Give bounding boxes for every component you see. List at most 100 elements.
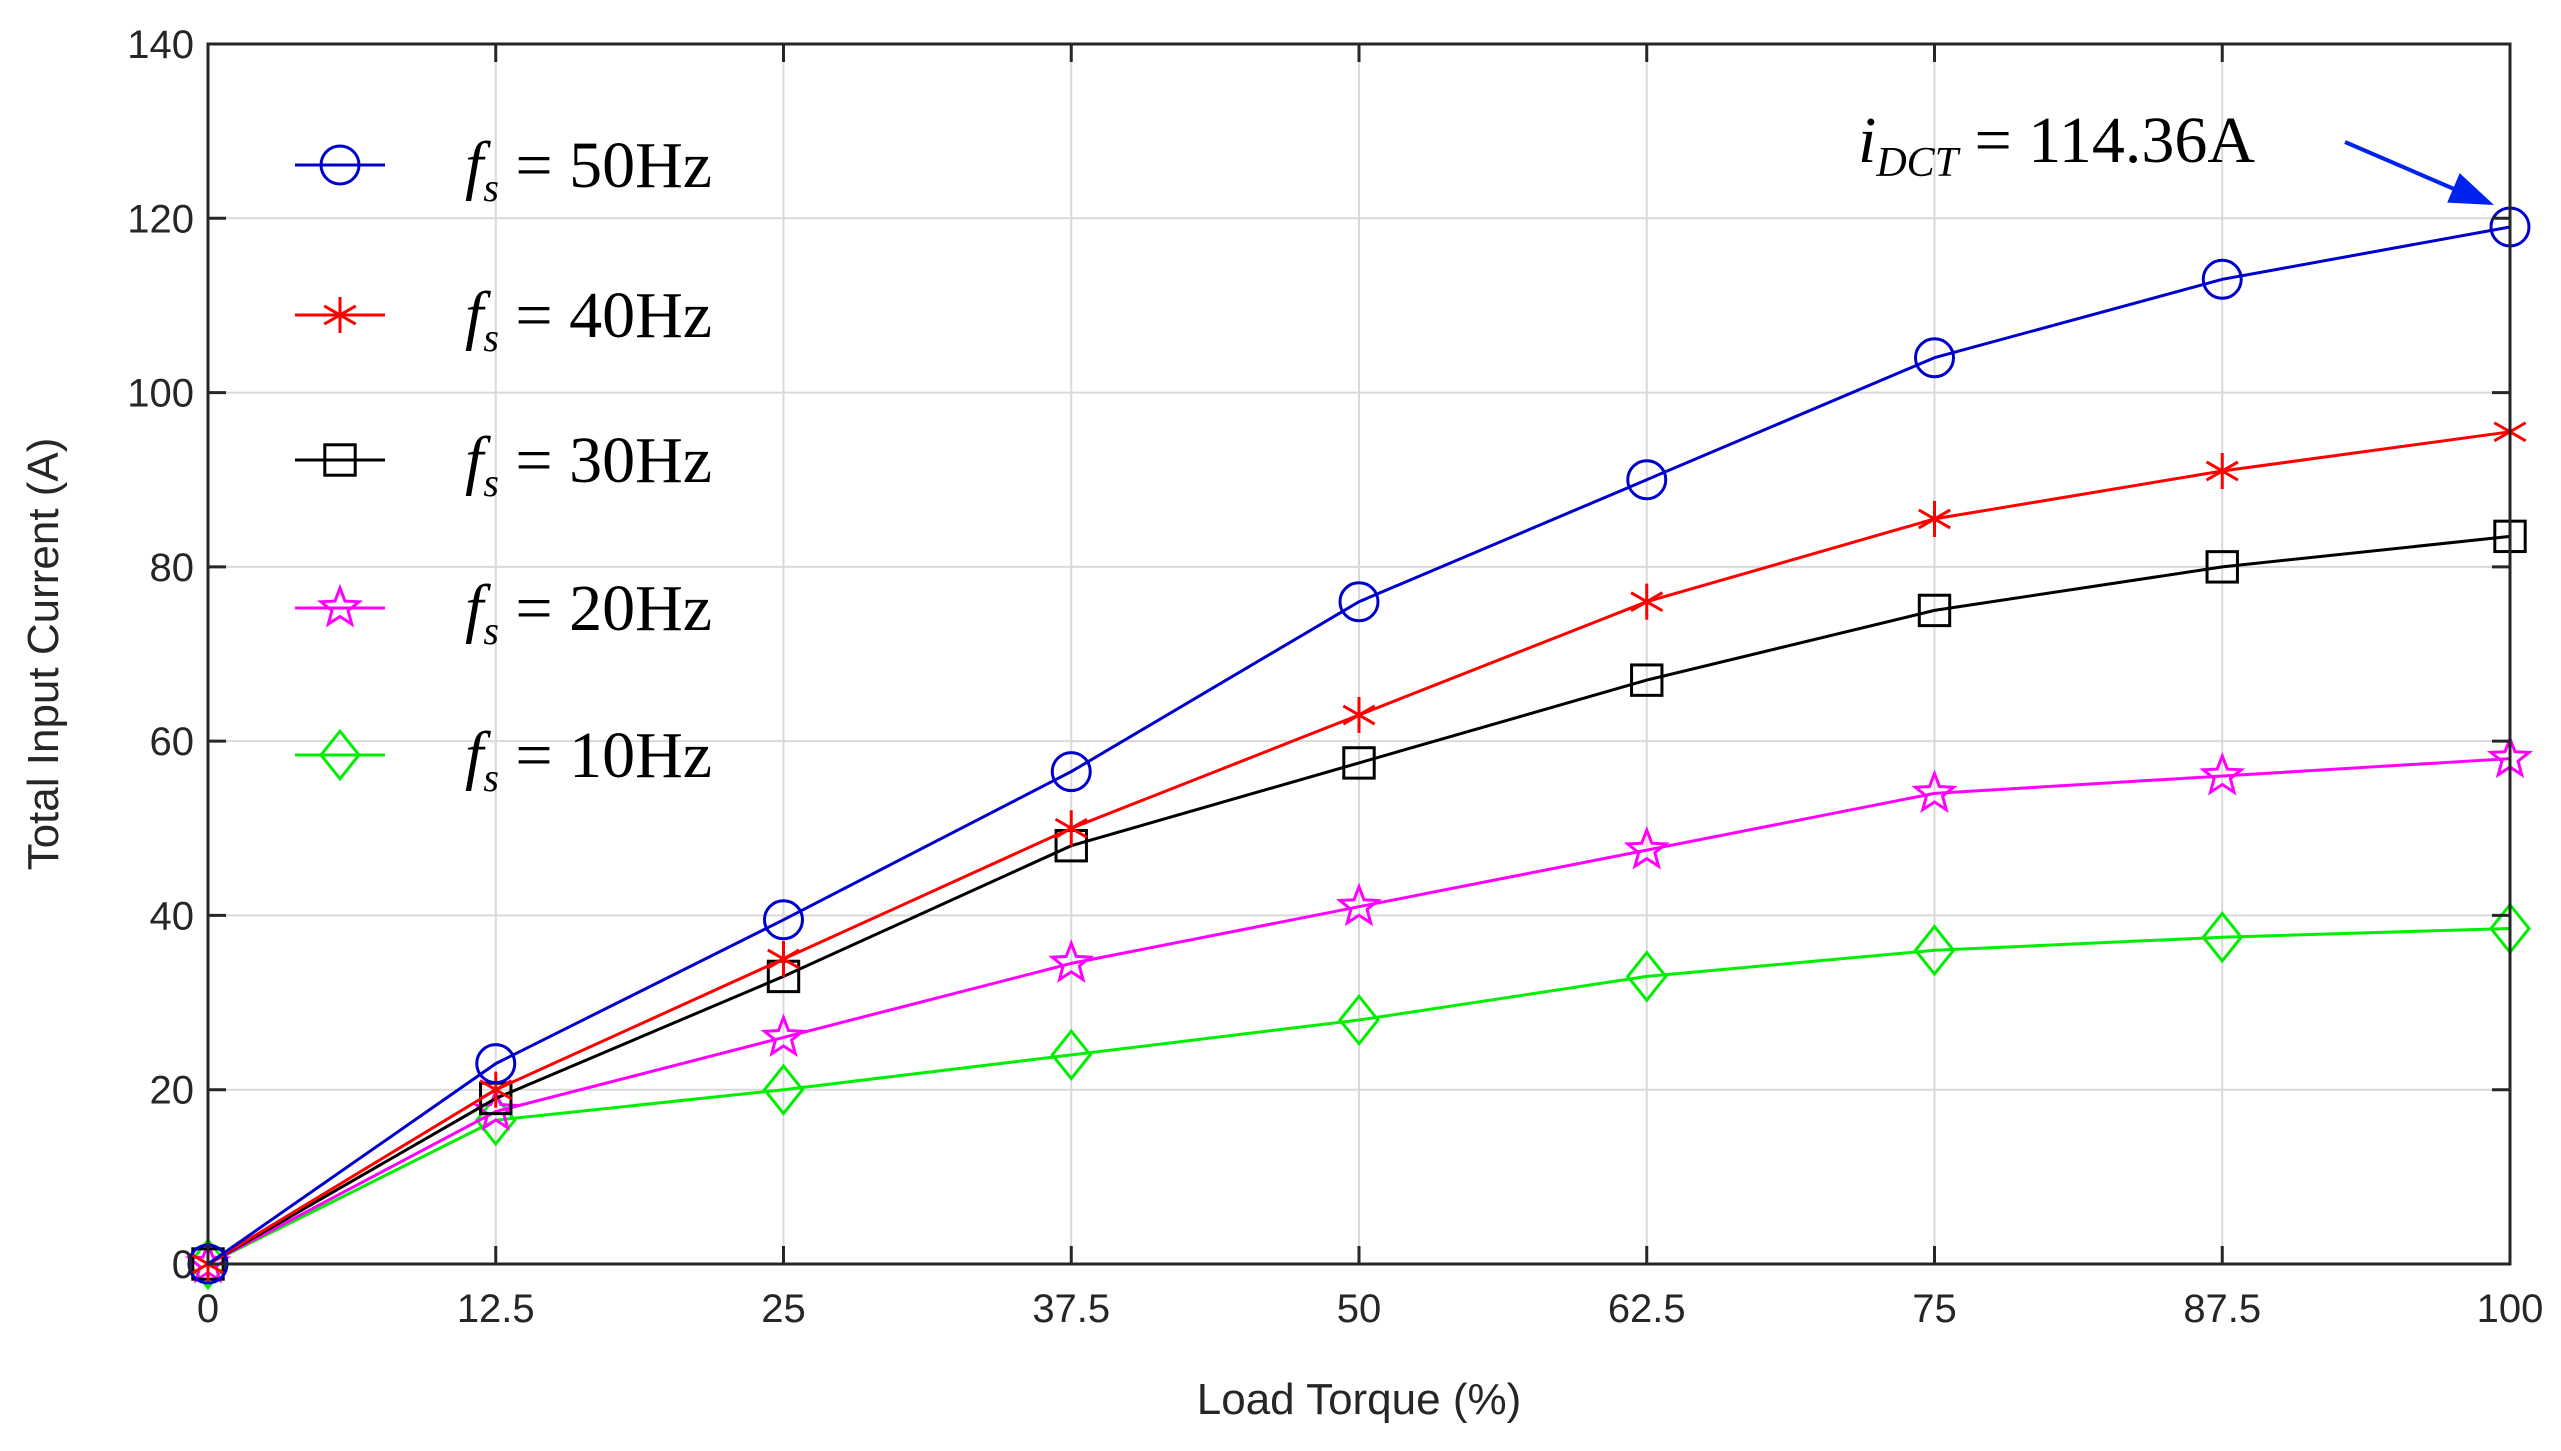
data-point-30hz-shape — [1917, 593, 1952, 628]
legend-label-rest: = 50Hz — [499, 129, 712, 202]
data-point-50hz — [763, 899, 804, 941]
data-point-50hz — [1626, 459, 1668, 501]
data-point-10hz — [1050, 1028, 1093, 1082]
annotation: iDCT = 114.36A — [1858, 104, 2494, 205]
x-tick-label: 12.5 — [457, 1287, 535, 1331]
data-point-30hz — [1342, 746, 1376, 780]
legend-label-10hz: fs = 10Hz — [465, 719, 712, 800]
legend-label-30hz: fs = 30Hz — [465, 424, 712, 505]
data-point-40hz-shape — [2205, 452, 2239, 490]
data-point-40hz — [479, 1071, 513, 1108]
legend-item-40hz: fs = 40Hz — [295, 279, 712, 360]
data-point-50hz — [1050, 751, 1092, 793]
legend-label-rest: = 20Hz — [499, 572, 712, 645]
data-point-20hz-shape — [1048, 939, 1095, 983]
data-point-10hz-shape — [762, 1063, 805, 1116]
series-line-10hz — [207, 927, 2511, 1266]
data-point-10hz — [1913, 924, 1956, 977]
data-point-30hz-shape — [2205, 550, 2239, 584]
legend-marker-20hz-shape — [316, 583, 364, 628]
series-40hz — [191, 413, 2527, 1283]
data-point-40hz — [1630, 583, 1664, 620]
x-tick-label: 50 — [1337, 1287, 1382, 1331]
data-point-50hz-shape — [763, 899, 804, 941]
legend-label-sub: s — [483, 755, 499, 800]
legend-marker-40hz-shape — [323, 296, 357, 334]
data-point-40hz-shape — [1918, 500, 1951, 537]
data-point-20hz — [1911, 769, 1958, 813]
data-point-50hz — [2201, 258, 2243, 300]
x-tick-label: 100 — [2477, 1287, 2544, 1331]
data-point-10hz-shape — [1625, 950, 1668, 1003]
y-tick-label: 140 — [127, 23, 194, 67]
annotation-sub: DCT — [1875, 140, 1960, 186]
y-tick-label: 120 — [127, 197, 194, 241]
data-point-20hz — [1048, 939, 1095, 983]
data-point-20hz — [2199, 751, 2246, 796]
legend-marker-10hz — [319, 728, 361, 782]
y-axis-label: Total Input Current (A) — [19, 438, 68, 871]
x-tick-label: 75 — [1912, 1287, 1957, 1331]
annotation-arrow-shaft — [2344, 140, 2469, 197]
legend-item-30hz: fs = 30Hz — [295, 424, 712, 505]
data-point-40hz-shape — [1054, 810, 1088, 847]
data-point-40hz — [2205, 452, 2239, 490]
data-point-50hz-shape — [1914, 337, 1955, 379]
data-point-40hz-shape — [479, 1071, 513, 1108]
legend-item-10hz: fs = 10Hz — [295, 719, 712, 800]
data-point-50hz — [475, 1043, 517, 1085]
data-point-40hz-shape — [767, 940, 800, 978]
y-tick-label: 20 — [150, 1069, 195, 1113]
legend-marker-30hz — [323, 443, 357, 477]
annotation-text: iDCT = 114.36A — [1858, 104, 2255, 186]
legend-label-50hz: fs = 50Hz — [465, 129, 712, 210]
legend-label-20hz: fs = 20Hz — [465, 572, 712, 653]
y-tick-label: 40 — [150, 894, 195, 938]
data-point-50hz-shape — [1050, 751, 1092, 793]
data-point-20hz — [1623, 825, 1670, 870]
data-point-30hz — [1630, 663, 1664, 697]
data-point-10hz — [1338, 993, 1380, 1047]
x-tick-label: 0 — [197, 1287, 219, 1331]
data-point-20hz — [1336, 882, 1382, 927]
data-point-30hz-shape — [1630, 663, 1664, 697]
x-tick-label: 37.5 — [1032, 1287, 1110, 1331]
series-line-20hz — [207, 757, 2511, 1266]
annotation-rest: = 114.36A — [1958, 104, 2255, 177]
data-point-10hz-shape — [2201, 911, 2244, 964]
data-point-10hz-shape — [1913, 924, 1956, 977]
data-point-20hz-shape — [1623, 825, 1670, 870]
axis-ticks: 0 12.5 25 37.5 50 62.5 75 87.5 100 0 20 40 60 80 100 12… — [127, 23, 2543, 1331]
legend-label-sub: s — [483, 460, 499, 505]
legend-marker-50hz — [319, 144, 361, 186]
legend-marker-40hz — [323, 296, 357, 334]
data-point-50hz — [1338, 581, 1380, 623]
data-point-30hz-shape — [1342, 746, 1376, 780]
data-point-10hz-shape — [1050, 1028, 1093, 1082]
legend-marker-30hz-shape — [323, 443, 357, 477]
data-point-50hz-shape — [475, 1043, 517, 1085]
series-20hz — [184, 734, 2534, 1284]
data-point-50hz-shape — [2201, 258, 2243, 300]
legend-marker-10hz-shape — [319, 728, 361, 782]
annotation-var: i — [1858, 104, 1876, 177]
data-point-50hz-shape — [1626, 459, 1668, 501]
data-point-40hz-shape — [1342, 696, 1376, 734]
series-group — [184, 206, 2534, 1291]
legend: fs = 50Hz fs = 40Hz fs = 30Hz fs = 20Hz fs =… — [295, 129, 712, 800]
legend-label-rest: = 30Hz — [499, 424, 712, 497]
legend-label-rest: = 40Hz — [499, 279, 712, 352]
x-tick-label: 25 — [761, 1287, 806, 1331]
data-point-40hz — [767, 940, 800, 978]
data-point-10hz — [2201, 911, 2244, 964]
data-point-10hz — [762, 1063, 805, 1116]
data-point-10hz — [1625, 950, 1668, 1003]
annotation-arrow-head — [2447, 173, 2494, 205]
data-point-40hz — [1054, 810, 1088, 847]
legend-label-40hz: fs = 40Hz — [465, 279, 712, 360]
data-point-20hz-shape — [760, 1013, 807, 1057]
data-point-20hz — [760, 1013, 807, 1057]
data-point-40hz — [1918, 500, 1951, 537]
